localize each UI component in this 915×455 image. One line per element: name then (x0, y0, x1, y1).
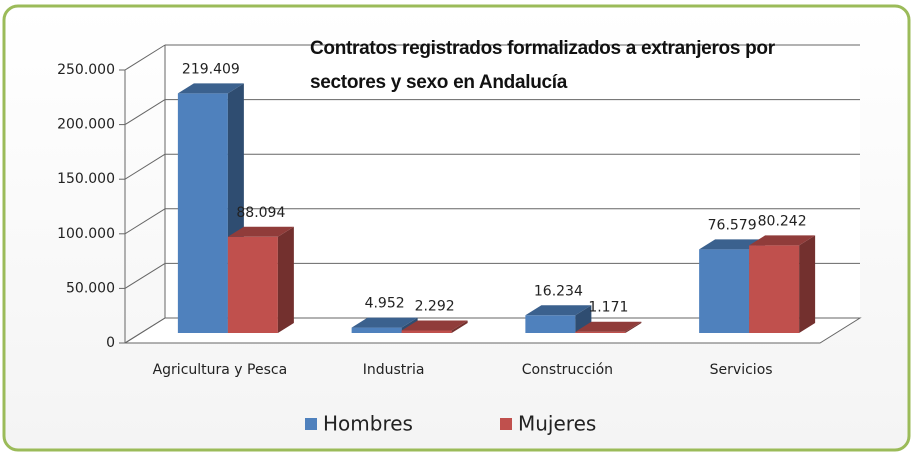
bar-front (351, 327, 402, 333)
bar-top (525, 305, 592, 316)
legend-label: Hombres (323, 412, 413, 436)
bar-side (277, 226, 294, 333)
x-tick-label: Construcción (522, 362, 613, 378)
bar (749, 235, 816, 333)
y-tick-label: 100.000 (57, 226, 115, 242)
x-tick-label: Industria (363, 362, 425, 378)
bar-front (699, 249, 750, 333)
grid-line (124, 99, 166, 126)
bar (525, 305, 592, 333)
bar-side (451, 320, 468, 333)
y-tick-label: 0 (106, 335, 115, 351)
bar (177, 83, 244, 334)
value-label: 88.094 (236, 205, 285, 221)
value-label: 4.952 (365, 296, 405, 312)
bar-top (227, 226, 294, 237)
value-label: 80.242 (758, 213, 807, 229)
y-tick-label: 50.000 (66, 280, 115, 296)
value-label: 1.171 (588, 300, 628, 316)
legend-swatch (500, 418, 512, 430)
value-label: 76.579 (708, 217, 757, 233)
bar (575, 321, 642, 333)
title-box: Contratos registrados formalizados a ext… (310, 38, 775, 93)
bar-side (575, 305, 592, 333)
x-tick-label: Agricultura y Pesca (153, 362, 288, 378)
bar-top (401, 320, 468, 331)
grid-line (124, 317, 166, 344)
bar-front (525, 315, 576, 333)
bar-top (749, 235, 816, 246)
bar-top (699, 239, 766, 250)
grid-line (124, 44, 166, 71)
bar-top (575, 321, 642, 332)
bar-side (799, 235, 816, 333)
chart-title: Contratos registrados formalizados a ext… (310, 38, 775, 93)
y-tick-label: 200.000 (57, 117, 115, 133)
bar-top (177, 83, 244, 94)
grid-line (124, 153, 166, 180)
legend-swatch (305, 418, 317, 430)
bar-front (749, 245, 800, 333)
bar (401, 320, 468, 333)
x-tick-label: Servicios (710, 362, 773, 378)
bar-front (177, 93, 228, 334)
bar-top (351, 317, 418, 328)
bar-side (625, 321, 642, 333)
y-tick-label: 150.000 (57, 171, 115, 187)
value-label: 2.292 (415, 298, 455, 314)
grid-line (124, 262, 166, 289)
y-tick-label: 250.000 (57, 62, 115, 78)
plot: 0 50.000 100.000 150.000 200.000 250.000 Agric… (57, 44, 862, 436)
legend-label: Mujeres (518, 412, 596, 436)
bar-front (575, 331, 626, 333)
bar (227, 226, 294, 333)
bar-front (227, 236, 278, 333)
value-label: 16.234 (534, 283, 583, 299)
back-wall (165, 45, 860, 318)
value-label: 219.409 (182, 61, 240, 77)
bar-front (401, 330, 452, 333)
grid-line (124, 208, 166, 235)
